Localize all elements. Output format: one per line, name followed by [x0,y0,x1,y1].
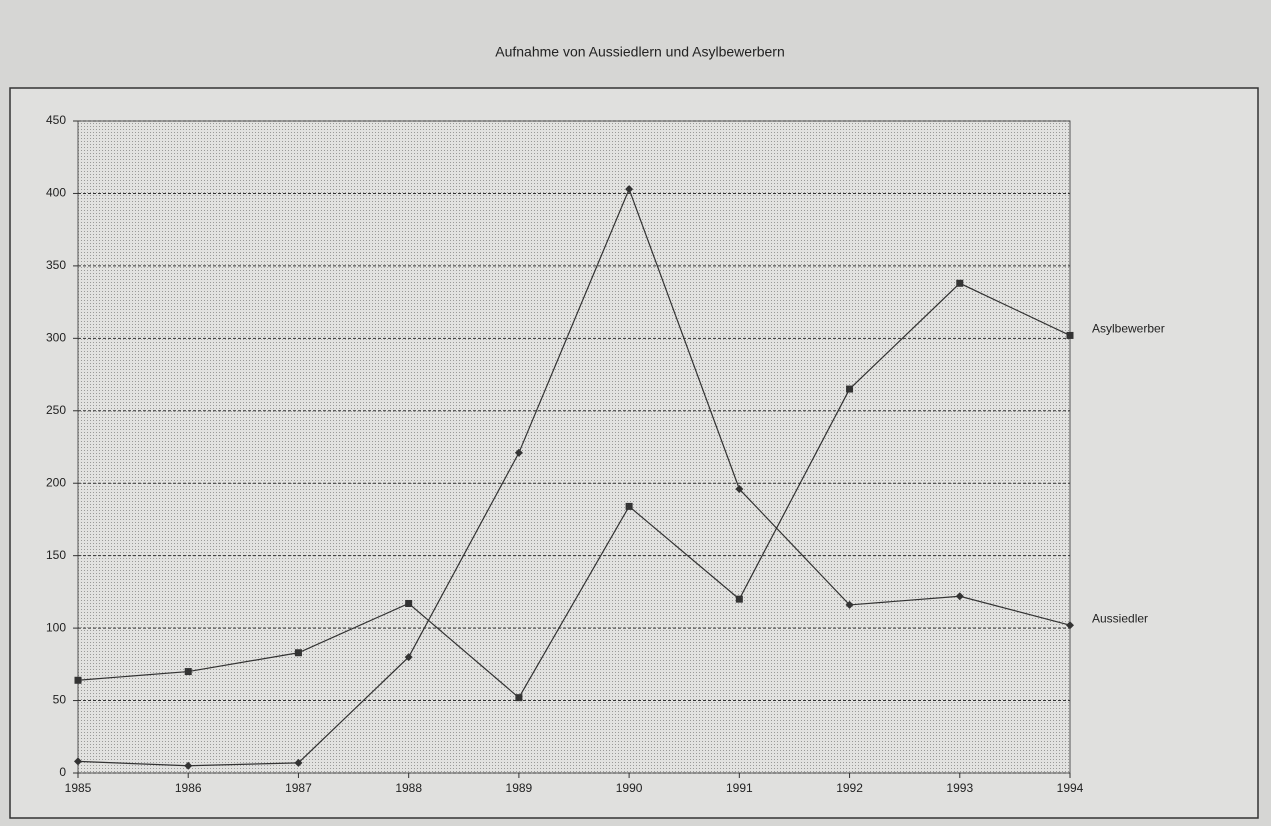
x-tick-label: 1986 [175,781,202,795]
chart-title: Aufnahme von Aussiedlern und Asylbewerbe… [495,44,785,60]
point [515,694,523,702]
point [74,757,82,766]
x-tick-label: 1992 [836,781,863,795]
point [735,595,743,603]
point [514,448,523,457]
point [845,600,854,609]
y-tick-label: 250 [46,403,66,417]
y-tick-label: 150 [46,548,66,562]
series-line [77,187,1071,767]
x-tick-label: 1993 [946,781,973,795]
y-tick-label: 50 [53,693,67,707]
point [184,668,192,676]
y-tick-label: 200 [46,475,66,489]
x-tick-label: 1994 [1057,781,1084,795]
y-tick-label: 350 [46,258,66,272]
x-tick-label: 1991 [726,781,753,795]
point [625,502,633,510]
point [405,599,413,607]
y-tick-label: 0 [59,765,66,779]
x-tick-label: 1990 [616,781,643,795]
point [404,653,413,662]
point [1066,331,1074,339]
point [294,758,303,767]
y-tick-label: 450 [46,113,66,127]
y-tick-label: 100 [46,620,66,634]
point [956,279,964,287]
point [846,385,854,393]
x-tick-label: 1989 [506,781,533,795]
point [1066,621,1074,630]
x-tick-label: 1985 [65,781,92,795]
point [735,485,744,494]
y-tick-label: 400 [46,186,66,200]
series-label: Aussiedler [1092,611,1148,625]
series-line [77,282,1071,699]
x-tick-label: 1988 [395,781,422,795]
point [955,592,964,601]
point [74,676,82,684]
x-tick-label: 1987 [285,781,312,795]
point [184,761,193,770]
point [294,649,302,657]
point [625,185,634,194]
series-label: Asylbewerber [1092,322,1165,336]
plot-area [77,120,1071,774]
y-tick-label: 300 [46,331,66,345]
